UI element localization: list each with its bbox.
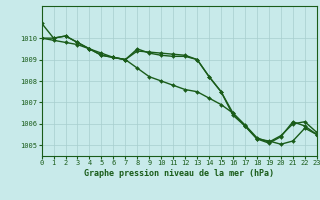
X-axis label: Graphe pression niveau de la mer (hPa): Graphe pression niveau de la mer (hPa) bbox=[84, 169, 274, 178]
